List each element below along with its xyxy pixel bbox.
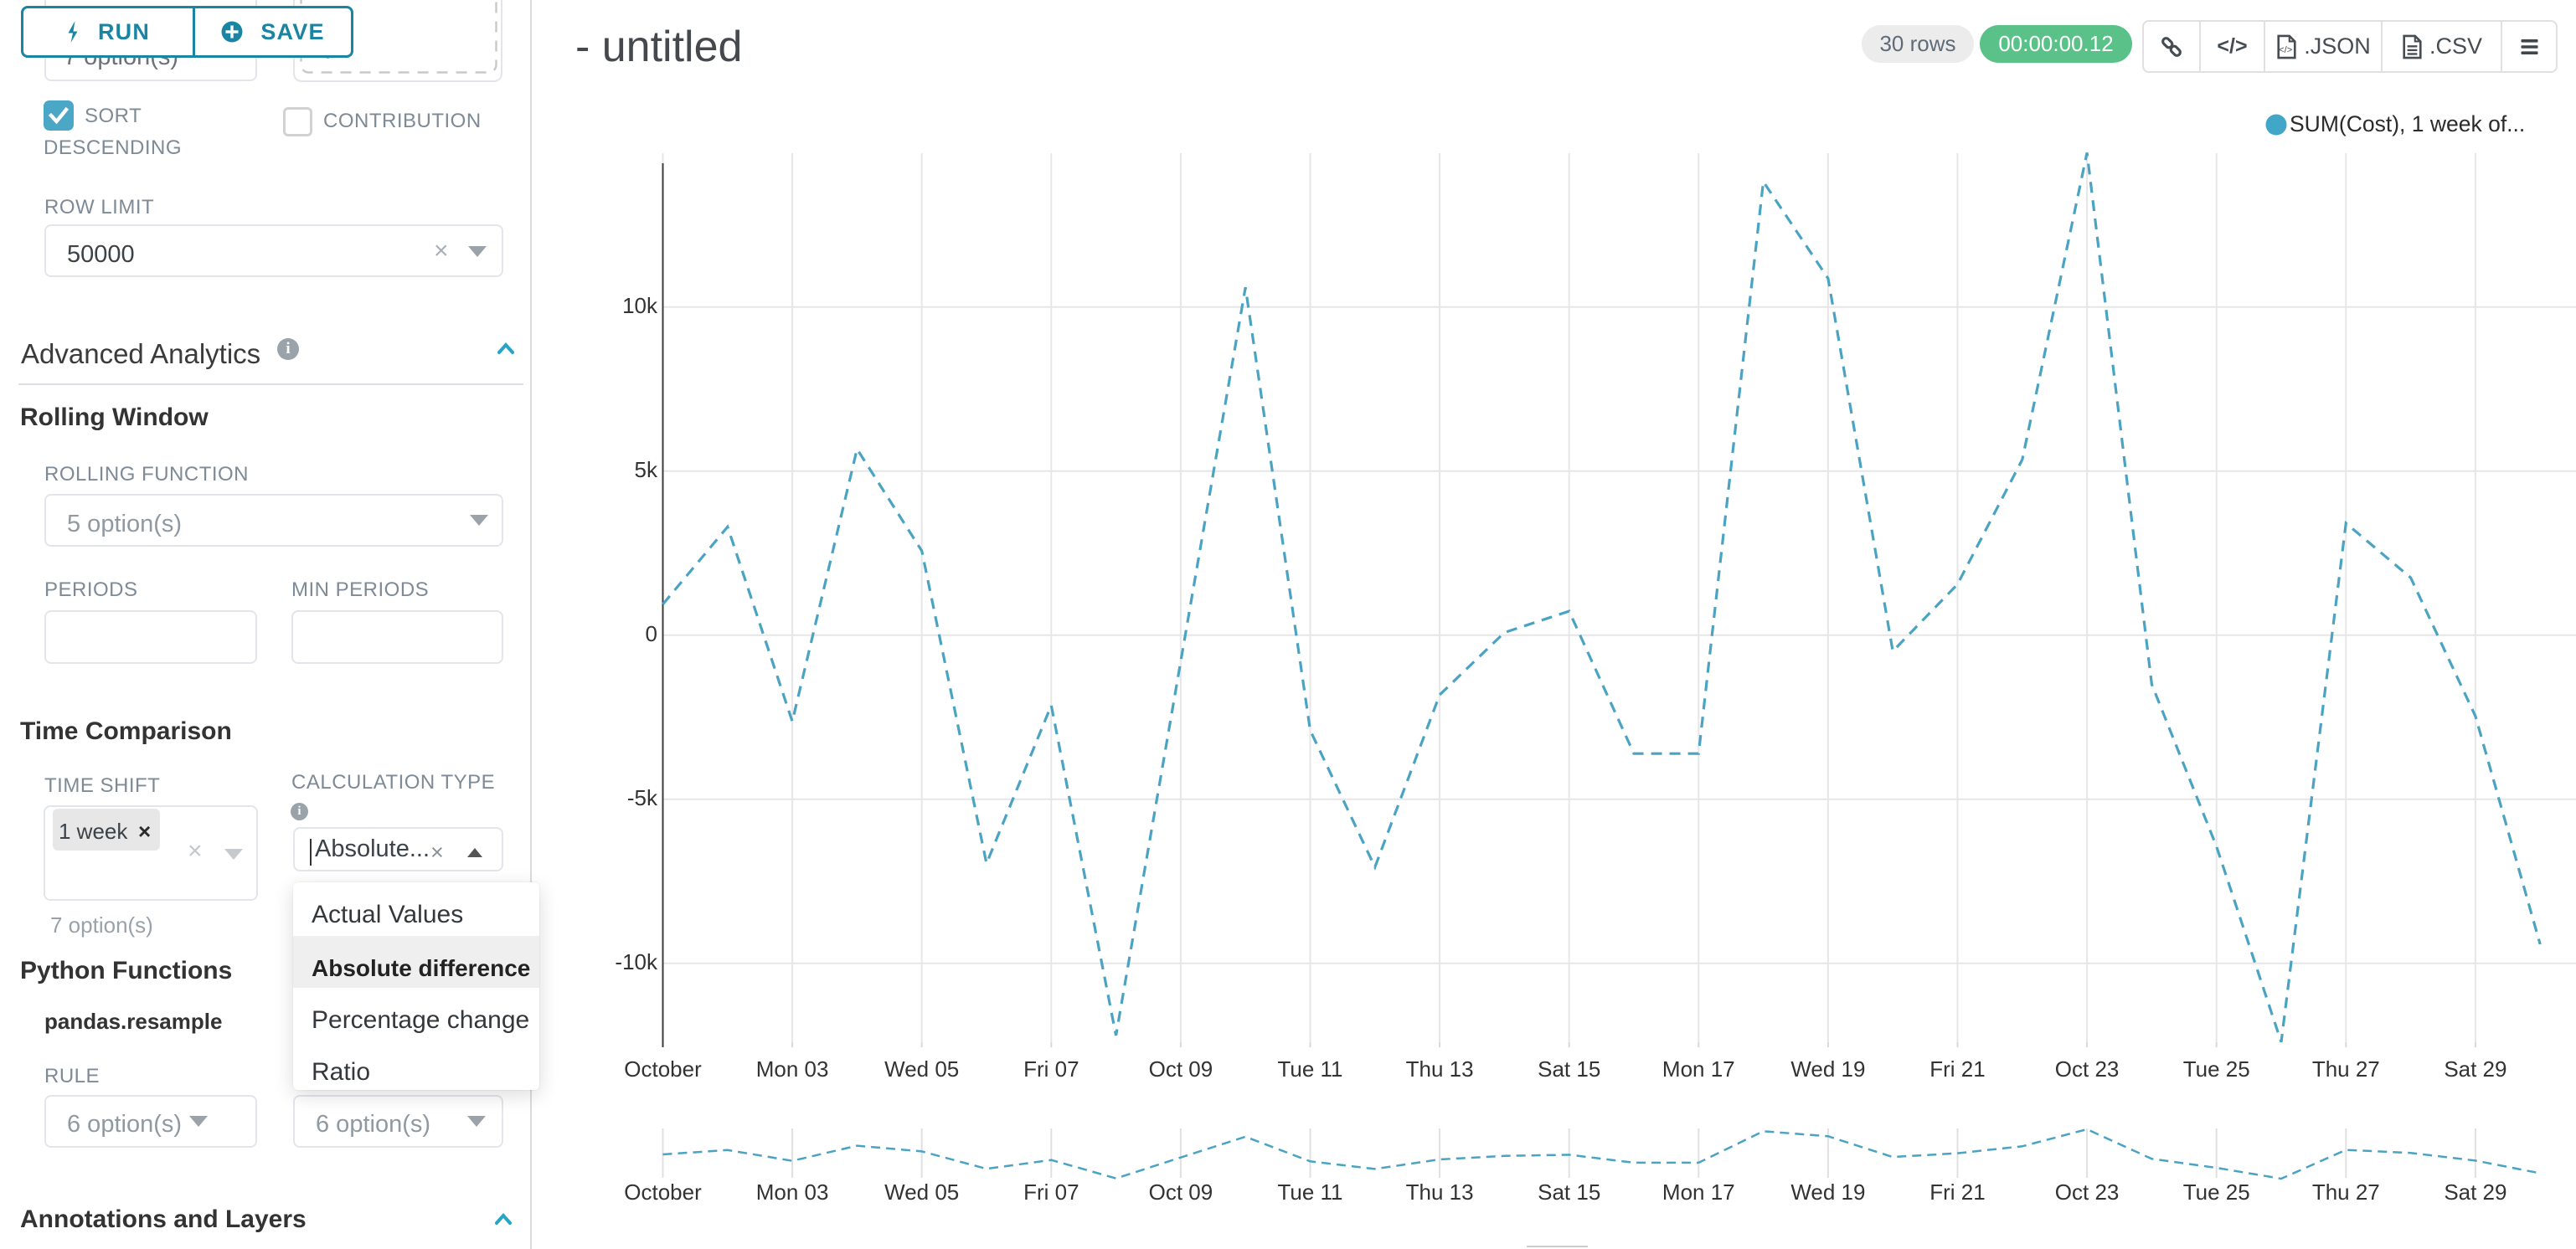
svg-text:Oct 09: Oct 09	[1149, 1180, 1213, 1205]
svg-text:October: October	[624, 1056, 702, 1082]
svg-text:Fri 21: Fri 21	[1929, 1180, 1985, 1205]
svg-text:Mon 03: Mon 03	[756, 1056, 829, 1082]
svg-text:Tue 25: Tue 25	[2183, 1180, 2250, 1205]
svg-text:Oct 09: Oct 09	[1149, 1056, 1213, 1082]
svg-text:Sat 29: Sat 29	[2444, 1056, 2506, 1082]
svg-text:Wed 19: Wed 19	[1790, 1056, 1865, 1082]
svg-text:Mon 03: Mon 03	[756, 1180, 829, 1205]
svg-text:Wed 05: Wed 05	[884, 1056, 959, 1082]
svg-text:Sat 29: Sat 29	[2444, 1180, 2506, 1205]
svg-text:Thu 13: Thu 13	[1406, 1056, 1474, 1082]
svg-text:-10k: -10k	[615, 949, 658, 974]
svg-text:Tue 11: Tue 11	[1277, 1180, 1342, 1205]
svg-text:Mon 17: Mon 17	[1662, 1180, 1735, 1205]
svg-text:Wed 05: Wed 05	[884, 1180, 959, 1205]
svg-text:Oct 23: Oct 23	[2055, 1180, 2120, 1205]
svg-text:Thu 13: Thu 13	[1406, 1180, 1474, 1205]
svg-text:5k: 5k	[635, 457, 658, 482]
svg-text:Sat 15: Sat 15	[1538, 1056, 1600, 1082]
svg-text:Tue 11: Tue 11	[1277, 1056, 1342, 1082]
svg-text:Sat 15: Sat 15	[1538, 1180, 1600, 1205]
svg-text:SUM(Cost), 1 week of...: SUM(Cost), 1 week of...	[2290, 111, 2525, 136]
svg-text:10k: 10k	[622, 293, 658, 318]
svg-text:Oct 23: Oct 23	[2055, 1056, 2120, 1082]
svg-text:0: 0	[646, 621, 657, 646]
svg-text:Fri 07: Fri 07	[1023, 1180, 1079, 1205]
svg-text:-5k: -5k	[627, 785, 658, 810]
svg-text:October: October	[624, 1180, 702, 1205]
svg-text:Thu 27: Thu 27	[2312, 1180, 2380, 1205]
svg-text:Wed 19: Wed 19	[1790, 1180, 1865, 1205]
svg-text:Fri 07: Fri 07	[1023, 1056, 1079, 1082]
svg-text:</>: </>	[2279, 45, 2292, 55]
svg-text:Tue 25: Tue 25	[2183, 1056, 2250, 1082]
svg-text:Thu 27: Thu 27	[2312, 1056, 2380, 1082]
svg-text:Fri 21: Fri 21	[1929, 1056, 1985, 1082]
svg-text:Mon 17: Mon 17	[1662, 1056, 1735, 1082]
